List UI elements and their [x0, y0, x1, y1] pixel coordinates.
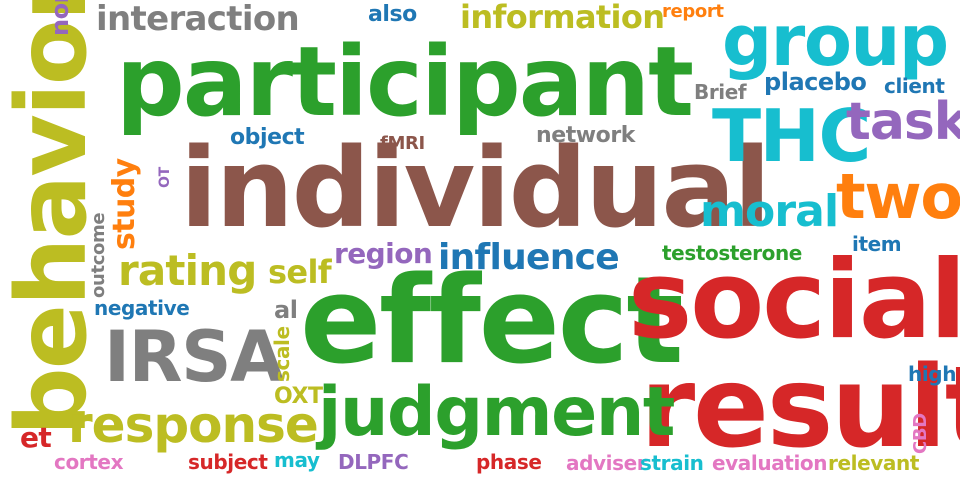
word-brief: Brief [694, 80, 747, 104]
word-item: item [852, 232, 902, 256]
word-also: also [368, 2, 417, 27]
word-interaction: interaction [96, 0, 300, 39]
word-fmri: fMRI [380, 133, 425, 154]
word-result: result [640, 343, 960, 473]
word-outcome: outcome [88, 212, 109, 298]
word-may: may [274, 448, 320, 472]
word-task: task [846, 92, 960, 152]
word-high: high [908, 362, 957, 386]
word-study: study [107, 158, 142, 250]
word-individual: individual [180, 124, 771, 252]
word-moral: moral [700, 186, 839, 237]
word-cortex: cortex [54, 450, 124, 474]
word-object: object [230, 125, 305, 150]
word-irsa: IRSA [104, 316, 284, 398]
word-ot: OT [157, 167, 173, 188]
word-relevant: relevant [828, 451, 919, 475]
word-thc: THC [712, 94, 871, 178]
word-adviser: adviser [566, 451, 647, 475]
word-non: non [46, 0, 74, 36]
word-network: network [536, 123, 635, 148]
word-et: et [20, 421, 52, 454]
word-client: client [884, 74, 945, 98]
word-scale: scale [270, 326, 294, 382]
word-influence: influence [438, 237, 620, 278]
word-self: self [268, 253, 332, 291]
word-response: response [68, 396, 319, 454]
word-al: al [274, 296, 298, 324]
word-evaluation: evaluation [712, 451, 828, 475]
word-subject: subject [188, 450, 268, 474]
word-judgment: judgment [318, 373, 675, 452]
word-social: social [628, 238, 960, 363]
word-rating: rating [118, 246, 257, 295]
word-oxt: OXT [274, 384, 323, 409]
word-behavior: behavior [0, 0, 108, 436]
word-cbd: CBD [910, 413, 931, 454]
word-region: region [334, 237, 433, 270]
word-placebo: placebo [764, 68, 867, 96]
word-report: report [662, 1, 724, 22]
word-testosterone: testosterone [662, 241, 802, 265]
word-participant: participant [116, 26, 694, 138]
word-information: information [460, 0, 665, 36]
word-negative: negative [94, 296, 190, 320]
word-strain: strain [640, 451, 704, 475]
word-effect: effect [300, 252, 684, 391]
word-two: two [836, 160, 960, 233]
word-dlpfc: DLPFC [338, 450, 409, 474]
word-phase: phase [476, 450, 542, 474]
word-group: group [722, 0, 949, 82]
